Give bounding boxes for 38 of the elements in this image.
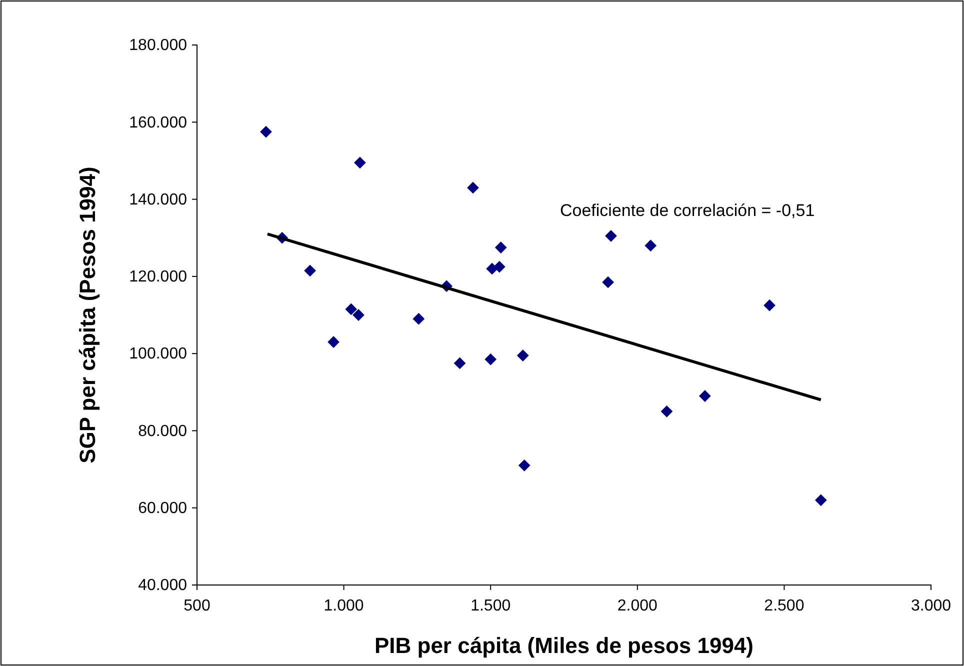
point (352, 309, 364, 321)
point (518, 459, 530, 472)
y-tick-label: 120.000 (129, 268, 188, 286)
y-tick-label: 140.000 (129, 191, 188, 208)
point (467, 182, 479, 194)
point (764, 299, 776, 312)
point (328, 336, 340, 348)
point (345, 303, 358, 316)
point (260, 126, 272, 138)
x-tick-label: 1.000 (324, 598, 364, 615)
y-tick-label: 100.000 (129, 346, 188, 363)
x-tick-label: 2.500 (764, 598, 804, 615)
point (644, 240, 657, 252)
x-tick-label: 3.000 (910, 598, 952, 615)
point (660, 405, 673, 418)
y-axis-title: SGP per cápita (Pesos 1994) (75, 166, 100, 464)
point (484, 353, 497, 366)
x-tick-label: 500 (184, 598, 210, 615)
x-tick-label: 1.500 (470, 598, 511, 615)
point (454, 357, 466, 370)
point (814, 494, 827, 506)
y-tick-label: 160.000 (129, 114, 188, 132)
point (494, 242, 507, 254)
point (698, 390, 711, 402)
x-tick-label: 2.000 (617, 598, 658, 615)
point (354, 156, 366, 169)
x-axis-title: PIB per cápita (Miles de pesos 1994) (374, 633, 754, 658)
point (493, 260, 506, 273)
point (602, 276, 614, 288)
point (516, 350, 529, 362)
y-tick-label: 180.000 (129, 37, 188, 54)
y-tick-label: 80.000 (138, 422, 188, 440)
point (304, 264, 316, 277)
annotation: Coeficiente de correlación = -0,51 (560, 201, 815, 220)
y-tick-label: 60.000 (138, 500, 188, 517)
point (605, 230, 617, 242)
point (412, 312, 425, 325)
y-tick-label: 40.000 (138, 577, 188, 594)
